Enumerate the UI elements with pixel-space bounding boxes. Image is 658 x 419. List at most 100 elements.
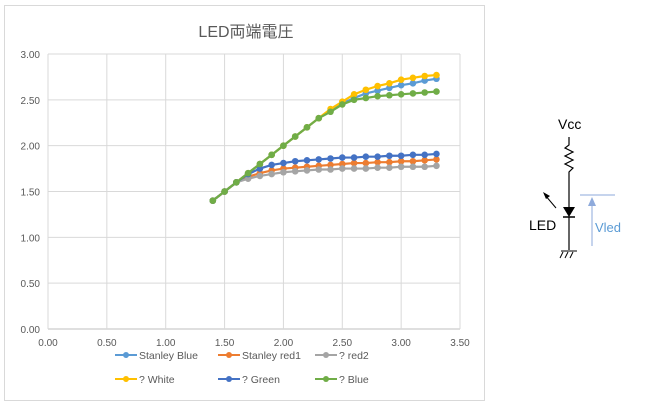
ground-symbol-icon xyxy=(559,250,577,259)
data-point xyxy=(421,72,428,80)
data-point xyxy=(421,89,428,96)
data-point xyxy=(350,159,358,167)
data-point xyxy=(303,157,311,164)
data-point xyxy=(327,166,334,173)
legend-marker xyxy=(123,352,129,358)
chart-frame xyxy=(4,5,485,401)
data-point xyxy=(244,175,252,182)
data-point xyxy=(386,158,393,166)
data-point xyxy=(374,153,381,160)
data-point xyxy=(386,80,393,87)
y-tick-label: 0.50 xyxy=(21,279,41,290)
data-point xyxy=(315,166,323,173)
light-emission-arrow-icon xyxy=(543,192,557,209)
data-point xyxy=(350,96,358,104)
data-point xyxy=(409,90,417,97)
legend-label: Stanley Blue xyxy=(139,350,198,362)
data-point xyxy=(362,86,370,94)
vcc-label: Vcc xyxy=(558,116,581,132)
data-point xyxy=(268,170,275,178)
data-point xyxy=(433,156,440,163)
data-point xyxy=(327,161,334,169)
data-point xyxy=(303,167,311,174)
data-point xyxy=(338,154,346,161)
y-tick-label: 2.00 xyxy=(21,142,41,153)
legend-item: ? Blue xyxy=(315,374,369,386)
y-tick-label: 0.00 xyxy=(21,325,41,336)
data-point xyxy=(421,77,428,84)
resistor-symbol xyxy=(563,137,575,207)
legend-item: Stanley red1 xyxy=(218,350,301,362)
legend-item: ? White xyxy=(115,374,175,386)
legend-label: ? Blue xyxy=(339,374,369,386)
data-point xyxy=(256,172,264,180)
data-point xyxy=(221,188,228,195)
data-point xyxy=(397,81,405,89)
data-point xyxy=(338,160,346,168)
data-point xyxy=(327,108,334,116)
data-point xyxy=(409,80,417,87)
data-point xyxy=(280,159,287,167)
y-tick-label: 3.00 xyxy=(21,50,41,61)
series--blue xyxy=(209,88,440,204)
vled-label: Vled xyxy=(595,220,621,235)
legend-label: ? White xyxy=(139,374,175,386)
y-tick-label: 2.50 xyxy=(21,96,41,107)
data-point xyxy=(209,197,217,204)
legend-label: Stanley red1 xyxy=(242,350,301,362)
x-tick-label: 3.50 xyxy=(450,338,470,349)
led-label: LED xyxy=(529,217,556,233)
data-point xyxy=(315,114,323,122)
data-point xyxy=(233,179,240,186)
legend-label: ? Green xyxy=(242,374,280,386)
led-diode-symbol xyxy=(563,207,575,217)
data-point xyxy=(256,165,264,172)
series--white xyxy=(209,71,440,204)
data-point xyxy=(374,158,381,166)
data-point xyxy=(397,152,405,160)
data-point xyxy=(433,71,440,79)
data-point xyxy=(421,151,428,159)
legend-marker xyxy=(323,352,329,358)
legend-item: Stanley Blue xyxy=(115,350,198,362)
data-point xyxy=(421,157,428,164)
x-tick-label: 1.50 xyxy=(215,338,235,349)
data-point xyxy=(409,151,417,159)
legend-marker xyxy=(226,376,232,382)
legend-marker xyxy=(226,352,232,358)
data-point xyxy=(291,133,299,140)
data-point xyxy=(386,164,393,171)
x-tick-label: 2.00 xyxy=(274,338,294,349)
data-point xyxy=(397,91,405,98)
data-point xyxy=(268,161,275,169)
data-point xyxy=(397,157,405,165)
data-point xyxy=(268,151,275,159)
data-point xyxy=(433,150,440,158)
data-point xyxy=(386,91,393,99)
data-point xyxy=(397,76,405,83)
data-point xyxy=(303,124,311,131)
data-point xyxy=(362,94,370,102)
y-tick-label: 1.00 xyxy=(21,233,41,244)
data-point xyxy=(409,74,417,82)
data-point xyxy=(386,84,393,92)
data-point xyxy=(409,163,417,171)
data-point xyxy=(397,163,405,171)
x-tick-label: 3.00 xyxy=(391,338,411,349)
data-point xyxy=(280,142,287,149)
x-tick-label: 1.00 xyxy=(156,338,176,349)
legend-marker xyxy=(323,376,329,382)
data-point xyxy=(350,91,358,98)
data-point xyxy=(374,92,381,100)
legend-item: ? red2 xyxy=(315,350,369,362)
chart-title: LED両端電圧 xyxy=(198,23,293,41)
data-point xyxy=(327,155,334,162)
legend-item: ? Green xyxy=(218,374,280,386)
data-point xyxy=(433,162,440,170)
data-point xyxy=(421,163,428,171)
data-point xyxy=(291,168,299,175)
x-tick-label: 0.50 xyxy=(97,338,117,349)
legend-marker xyxy=(123,376,129,382)
data-point xyxy=(362,165,370,172)
legend-label: ? red2 xyxy=(339,350,369,362)
